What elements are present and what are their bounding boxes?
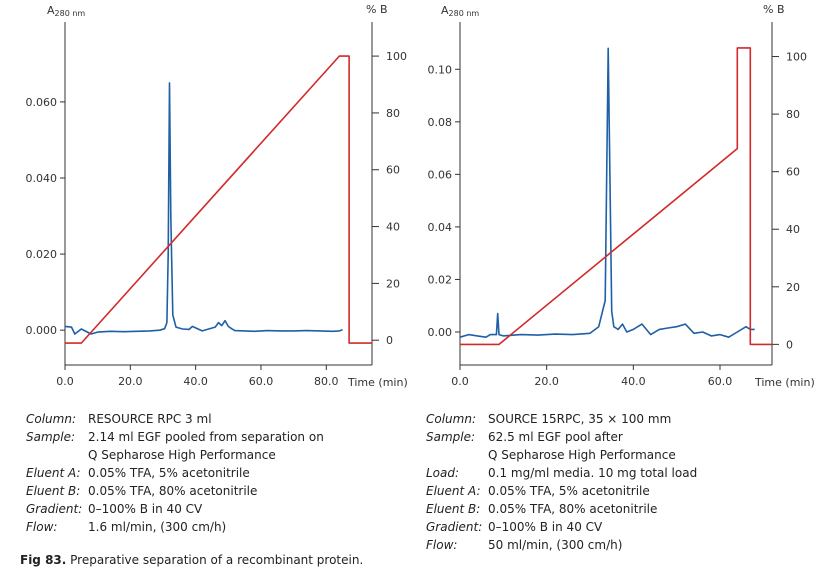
y-left-tick-label: 0.10 bbox=[428, 63, 453, 76]
condition-row: Sample: 62.5 ml EGF pool after bbox=[426, 428, 697, 446]
gradient-trace bbox=[65, 55, 372, 344]
gradient-trace bbox=[460, 47, 772, 346]
y-right-axis-title: % B bbox=[366, 3, 388, 16]
y-left-tick-label: 0.000 bbox=[26, 324, 58, 337]
chromatogram-left: 0.0 20.0 40.0 60.0 80.0 0.000 0.020 0.040 0.060 0… bbox=[26, 3, 408, 389]
absorbance-trace bbox=[459, 47, 755, 339]
x-tick-label: 0.0 bbox=[56, 375, 74, 388]
y-left-tick-label: 0.00 bbox=[428, 326, 453, 339]
condition-value: SOURCE 15RPC, 35 × 100 mm bbox=[488, 412, 672, 426]
condition-value: 0.1 mg/ml media. 10 mg total load bbox=[488, 466, 698, 480]
x-tick-label: 20.0 bbox=[534, 375, 559, 388]
figure-caption: Fig 83. Preparative separation of a reco… bbox=[20, 553, 363, 567]
condition-key: Sample: bbox=[26, 430, 76, 444]
condition-key: Eluent B: bbox=[426, 502, 481, 516]
condition-value: Q Sepharose High Performance bbox=[488, 448, 676, 462]
condition-row: Column: RESOURCE RPC 3 ml bbox=[26, 410, 324, 428]
y-right-tick-label: 0 bbox=[386, 334, 393, 347]
y-right-tick-label: 60 bbox=[386, 164, 400, 177]
chromatogram-right: 0.0 20.0 40.0 60.0 0.00 0.02 0.04 0.06 0.08 0.10 0… bbox=[428, 3, 815, 389]
x-tick-label: 20.0 bbox=[118, 375, 143, 388]
condition-key: Eluent A: bbox=[426, 484, 481, 498]
y-left-axis-title: A280 nm bbox=[47, 4, 85, 18]
condition-row: Eluent A: 0.05% TFA, 5% acetonitrile bbox=[26, 464, 324, 482]
condition-value: 62.5 ml EGF pool after bbox=[488, 430, 623, 444]
condition-row: Eluent B: 0.05% TFA, 80% acetonitrile bbox=[26, 482, 324, 500]
y-right-tick-label: 20 bbox=[786, 281, 800, 294]
y-left-tick-label: 0.04 bbox=[428, 221, 453, 234]
y-left-axis-title: A280 nm bbox=[441, 4, 479, 18]
condition-key: Gradient: bbox=[26, 502, 83, 516]
condition-value: 0.05% TFA, 80% acetonitrile bbox=[88, 484, 258, 498]
y-left-tick-label: 0.02 bbox=[428, 273, 453, 286]
condition-value: 0.05% TFA, 5% acetonitrile bbox=[88, 466, 250, 480]
y-left-tick-label: 0.060 bbox=[26, 96, 58, 109]
x-axis-title: Time (min) bbox=[347, 376, 408, 389]
x-tick-label: 60.0 bbox=[708, 375, 733, 388]
condition-value: 0–100% B in 40 CV bbox=[88, 502, 203, 516]
condition-row: Eluent A: 0.05% TFA, 5% acetonitrile bbox=[426, 482, 697, 500]
y-right-tick-label: 60 bbox=[786, 166, 800, 179]
condition-key bbox=[426, 446, 488, 464]
condition-value: 2.14 ml EGF pooled from separation on bbox=[88, 430, 324, 444]
y-left-tick-label: 0.08 bbox=[428, 116, 453, 129]
condition-value: 50 ml/min, (300 cm/h) bbox=[488, 538, 623, 552]
condition-key: Eluent B: bbox=[26, 484, 81, 498]
condition-value: 1.6 ml/min, (300 cm/h) bbox=[88, 520, 227, 534]
condition-row: Gradient: 0–100% B in 40 CV bbox=[426, 518, 697, 536]
x-tick-label: 60.0 bbox=[249, 375, 274, 388]
run-conditions-right: Column: SOURCE 15RPC, 35 × 100 mm Sample: 6… bbox=[426, 410, 697, 554]
condition-key: Column: bbox=[26, 412, 76, 426]
y-left-axis-unit: 280 nm bbox=[449, 9, 480, 18]
y-right-tick-label: 40 bbox=[386, 221, 400, 234]
absorbance-trace bbox=[64, 82, 343, 335]
condition-key: Gradient: bbox=[426, 520, 483, 534]
y-right-tick-label: 100 bbox=[386, 50, 407, 63]
condition-value: 0.05% TFA, 80% acetonitrile bbox=[488, 502, 658, 516]
condition-row: Column: SOURCE 15RPC, 35 × 100 mm bbox=[426, 410, 697, 428]
run-conditions-left: Column: RESOURCE RPC 3 ml Sample: 2.14 ml E… bbox=[26, 410, 324, 536]
condition-key: Load: bbox=[426, 466, 460, 480]
condition-row: Q Sepharose High Performance bbox=[26, 446, 324, 464]
condition-row: Q Sepharose High Performance bbox=[426, 446, 697, 464]
y-right-tick-label: 40 bbox=[786, 223, 800, 236]
condition-key: Column: bbox=[426, 412, 476, 426]
y-right-tick-label: 80 bbox=[386, 107, 400, 120]
condition-value: 0–100% B in 40 CV bbox=[488, 520, 603, 534]
condition-row: Flow: 50 ml/min, (300 cm/h) bbox=[426, 536, 697, 554]
y-left-tick-label: 0.06 bbox=[428, 168, 453, 181]
condition-row: Sample: 2.14 ml EGF pooled from separatio… bbox=[26, 428, 324, 446]
condition-row: Gradient: 0–100% B in 40 CV bbox=[26, 500, 324, 518]
y-right-tick-label: 20 bbox=[386, 277, 400, 290]
condition-value: Q Sepharose High Performance bbox=[88, 448, 276, 462]
condition-row: Flow: 1.6 ml/min, (300 cm/h) bbox=[26, 518, 324, 536]
x-tick-label: 0.0 bbox=[451, 375, 469, 388]
chromatogram-figure: 0.0 20.0 40.0 60.0 80.00.0000.0200.0400.0600… bbox=[26, 3, 815, 389]
condition-value: 0.05% TFA, 5% acetonitrile bbox=[488, 484, 650, 498]
y-right-tick-label: 100 bbox=[786, 51, 807, 64]
condition-row: Eluent B: 0.05% TFA, 80% acetonitrile bbox=[426, 500, 697, 518]
y-right-tick-label: 0 bbox=[786, 338, 793, 351]
condition-value: RESOURCE RPC 3 ml bbox=[88, 412, 212, 426]
y-right-axis-title: % B bbox=[763, 3, 785, 16]
condition-key: Flow: bbox=[26, 520, 58, 534]
condition-key bbox=[26, 446, 88, 464]
y-left-tick-label: 0.020 bbox=[26, 248, 58, 261]
condition-key: Flow: bbox=[426, 538, 458, 552]
condition-row: Load: 0.1 mg/ml media. 10 mg total load bbox=[426, 464, 697, 482]
condition-key: Eluent A: bbox=[26, 466, 81, 480]
y-left-tick-label: 0.040 bbox=[26, 172, 58, 185]
x-tick-label: 40.0 bbox=[621, 375, 646, 388]
y-left-axis-unit: 280 nm bbox=[55, 9, 86, 18]
x-tick-label: 40.0 bbox=[183, 375, 208, 388]
condition-key: Sample: bbox=[426, 430, 476, 444]
y-right-tick-label: 80 bbox=[786, 108, 800, 121]
figure-caption-text: Preparative separation of a recombinant … bbox=[66, 553, 364, 567]
x-tick-label: 80.0 bbox=[314, 375, 339, 388]
x-axis-title: Time (min) bbox=[754, 376, 815, 389]
figure-caption-label: Fig 83. bbox=[20, 553, 67, 567]
